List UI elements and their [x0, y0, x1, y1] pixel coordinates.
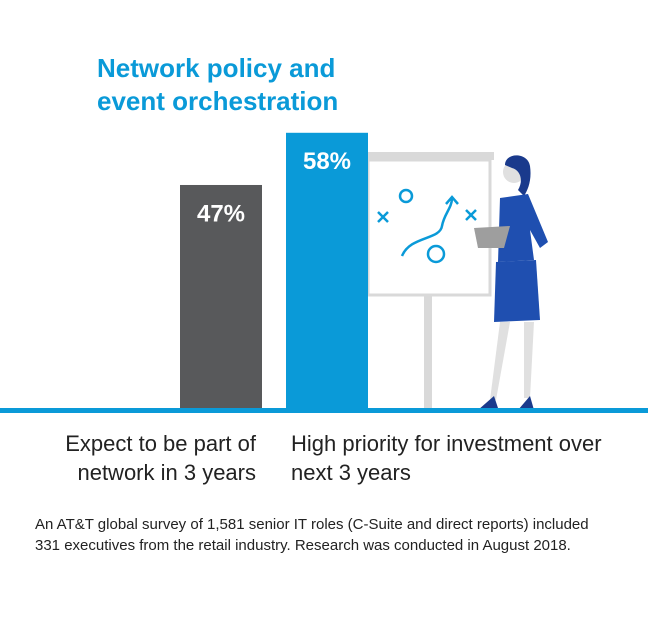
woman-hair [505, 155, 531, 196]
illustration [366, 152, 548, 410]
flipchart-board [366, 158, 492, 297]
woman-skirt [494, 260, 540, 322]
chart-title: Network policy and event orchestration [97, 53, 339, 116]
baseline [0, 408, 648, 413]
chart-arrow [400, 195, 459, 257]
value-label: 58% [303, 148, 351, 175]
chart-x-marks [377, 209, 477, 223]
laptop [474, 226, 510, 248]
bar [286, 132, 368, 409]
bar [180, 184, 262, 408]
flipchart-leg [424, 295, 432, 410]
chart-circle [398, 188, 414, 204]
woman-shoes [478, 396, 534, 410]
flipchart-top [366, 152, 494, 160]
woman-jacket [498, 194, 548, 262]
footnote: An AT&T global survey of 1,581 senior IT… [35, 516, 589, 554]
woman-legs [490, 322, 534, 400]
category-label: High priority for investment over next 3… [291, 431, 602, 485]
category-label: Expect to be part of network in 3 years [65, 431, 256, 485]
value-label: 47% [197, 200, 245, 227]
chart-circle [426, 244, 446, 264]
